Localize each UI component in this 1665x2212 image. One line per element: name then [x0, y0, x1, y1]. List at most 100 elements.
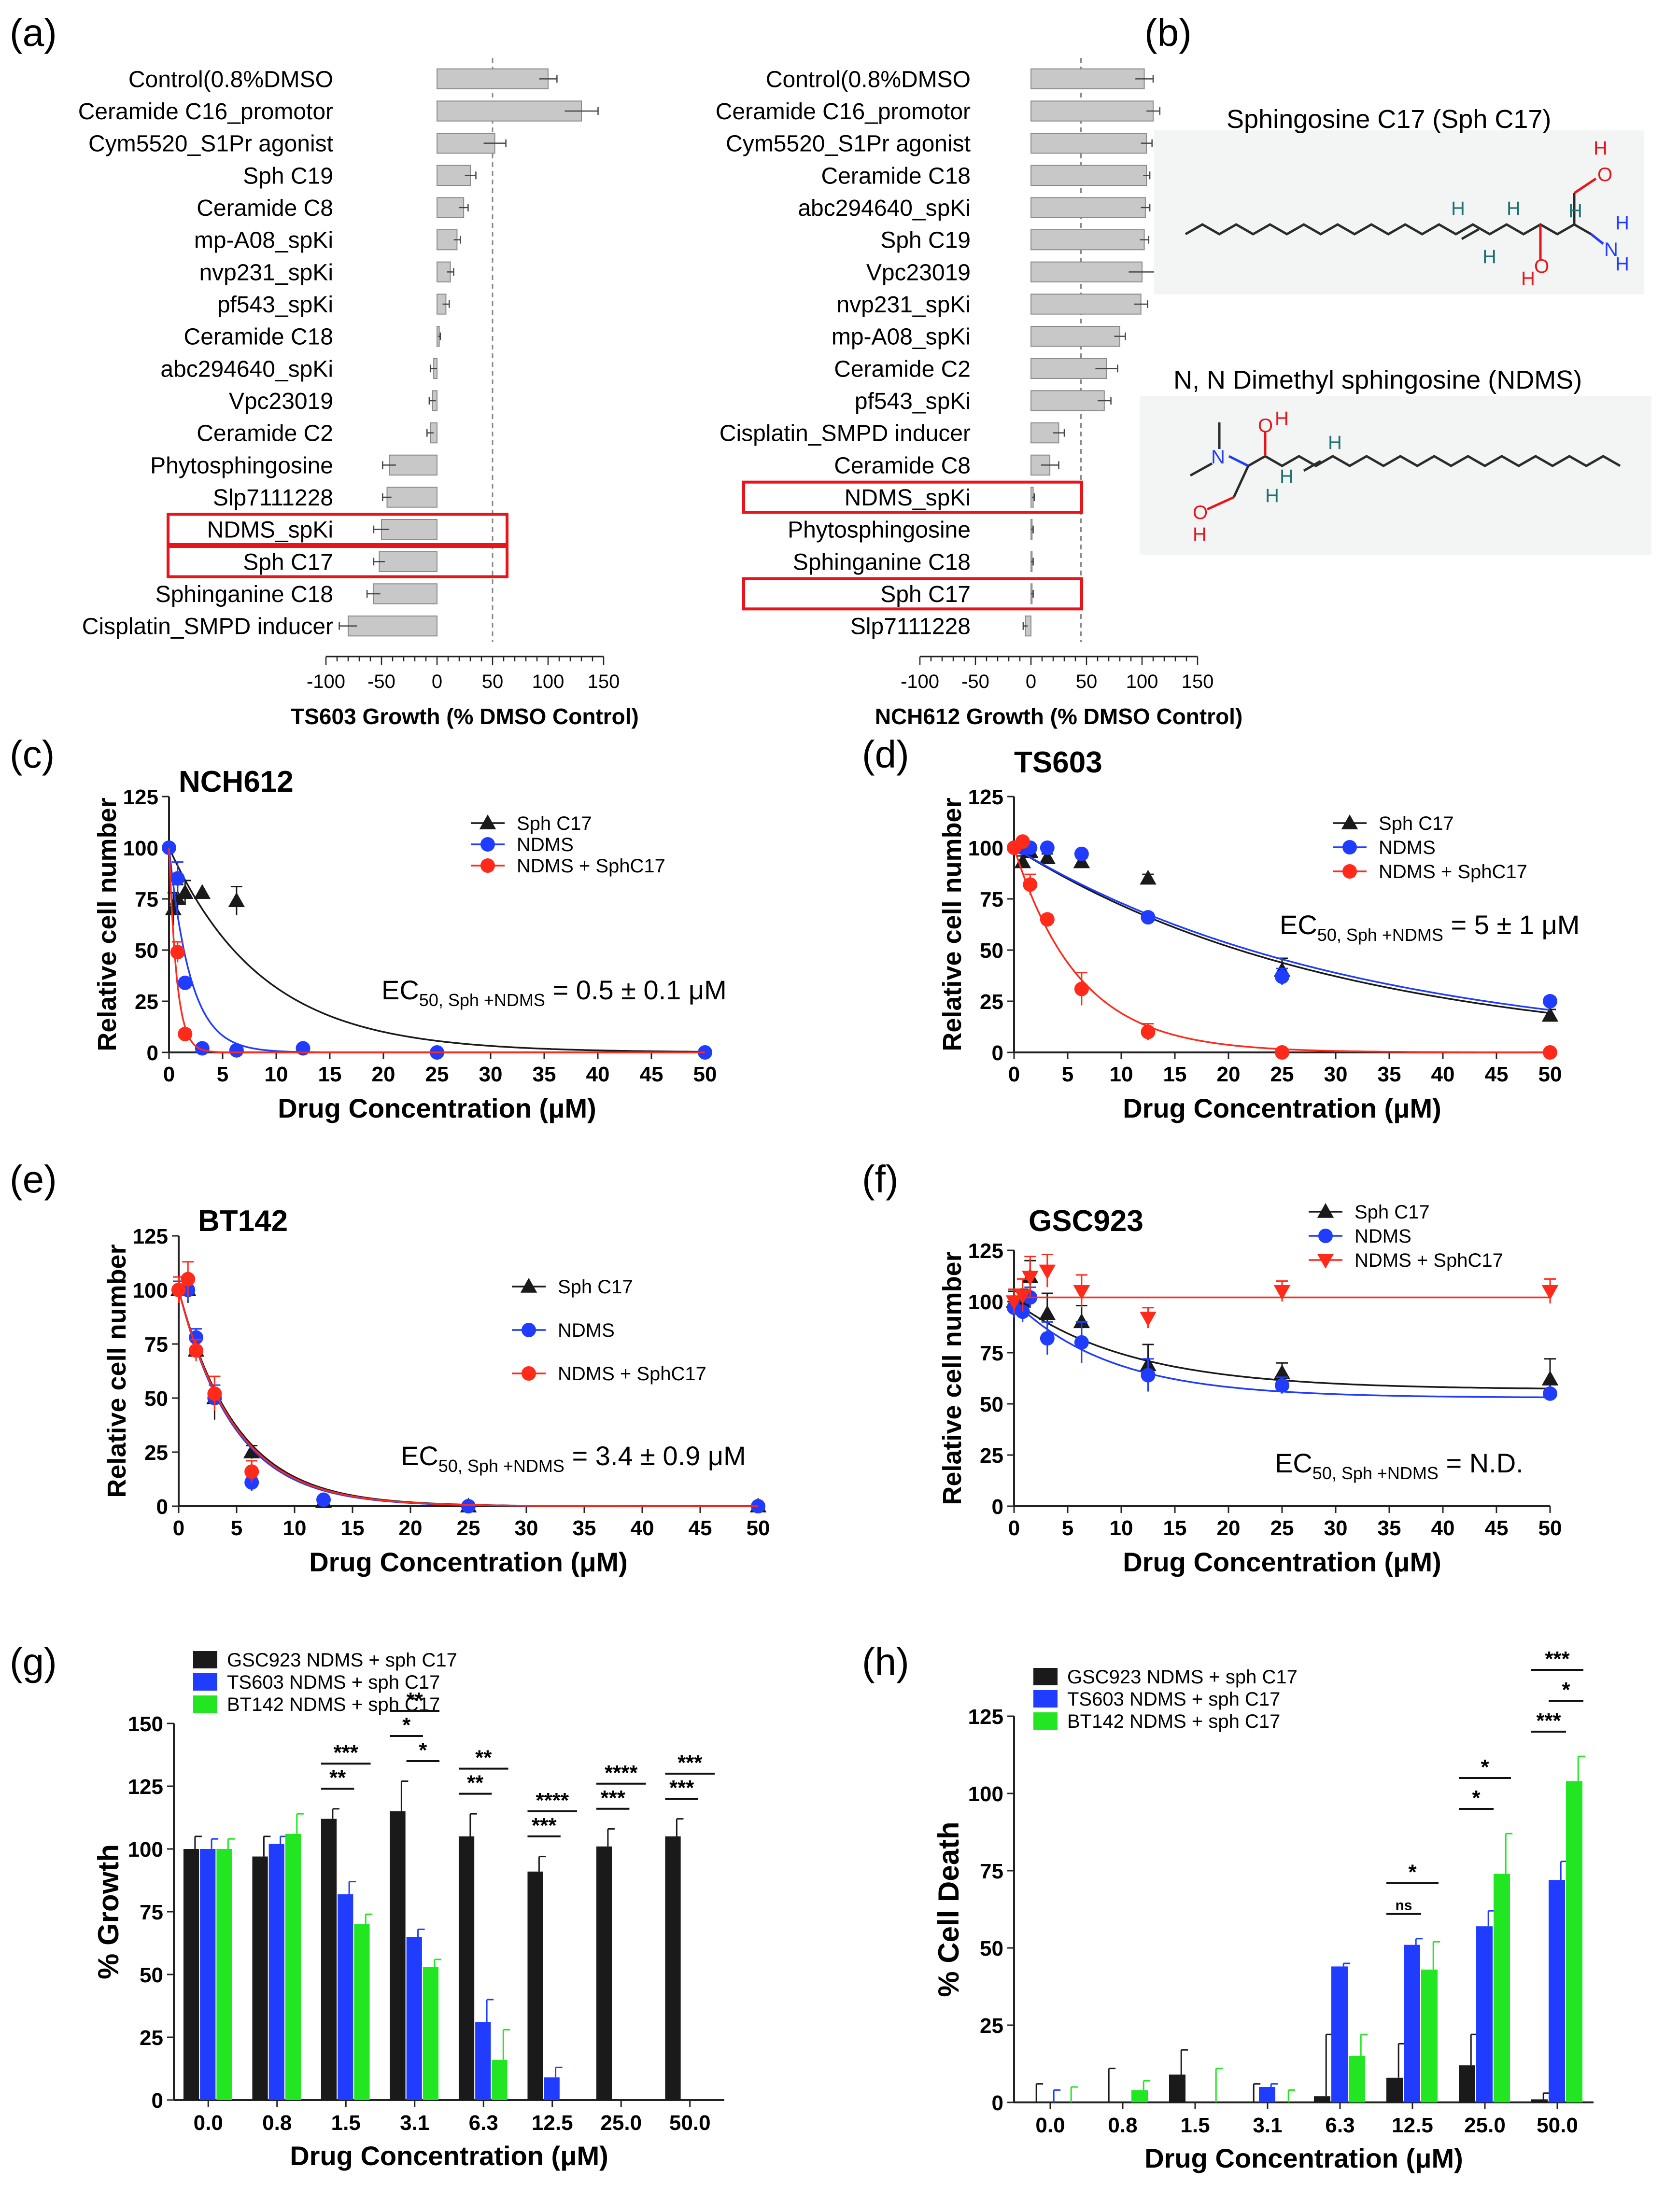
x-tick-label: -100 [307, 671, 345, 692]
ndms-o2: O [1193, 502, 1208, 523]
panel-label-b: (b) [1144, 11, 1192, 54]
x-tick-label: 20 [1217, 1063, 1241, 1086]
bar-2-7 [1566, 1781, 1582, 2102]
y-tick-label: 0 [152, 2089, 163, 2113]
panel-label-d: (d) [862, 733, 909, 776]
data-point-1-7 [1543, 994, 1557, 1008]
bar-1 [437, 100, 582, 122]
category-label-12: Phytosphingosine [150, 453, 333, 478]
x-tick-label: 50.0 [669, 2111, 711, 2135]
x-tick-label: 15 [1163, 1063, 1187, 1086]
legend-label-1: TS603 NDMS + sph C17 [227, 1672, 440, 1693]
legend-marker-0 [479, 814, 496, 829]
data-point-1-3 [1040, 840, 1055, 855]
x-tick-label: 30 [1324, 1516, 1348, 1540]
bar-1-5 [544, 2077, 560, 2100]
bar-2-5 [1421, 1969, 1438, 2102]
legend-marker-1 [1342, 840, 1357, 854]
x-tick-label: 25.0 [1464, 2114, 1506, 2137]
sph-c17-o1: O [1534, 256, 1549, 277]
x-tick-label: 15 [341, 1516, 365, 1540]
sph-c17-ch2o-bond [1573, 177, 1597, 195]
ndms-h3: H [1328, 432, 1342, 453]
x-tick-label: 40 [631, 1516, 654, 1540]
y-tick-label: 50 [144, 1387, 168, 1411]
x-tick-label: 30 [479, 1063, 503, 1086]
category-label-8: mp-A08_spKi [832, 324, 971, 350]
data-point-1-5 [316, 1492, 331, 1507]
sig-label-4-0: *** [600, 1786, 625, 1810]
x-tick-label: 20 [1217, 1516, 1241, 1540]
sig-label-4-1: **** [605, 1761, 638, 1785]
data-point-1-3 [1040, 1331, 1055, 1346]
y-tick-label: 25 [140, 2026, 163, 2050]
data-point-1-1 [170, 871, 185, 886]
x-tick-label: 0.0 [1035, 2114, 1065, 2137]
sig-label-1-1: * [402, 1713, 411, 1737]
legend-label-2: NDMS + SphC17 [558, 1363, 706, 1385]
data-point-0-4 [1073, 1313, 1090, 1329]
x-tick-label: 12.5 [1392, 2114, 1433, 2137]
sph-c17-h6: H [1615, 212, 1629, 234]
sig-label-5-1: *** [677, 1751, 703, 1775]
fit-curve-2 [168, 847, 705, 1053]
x-tick-label: 50.0 [1537, 2114, 1578, 2137]
x-tick-label: 50 [1076, 671, 1098, 692]
bar-0-7 [1531, 2099, 1548, 2102]
sig-label-2-1: ** [475, 1746, 492, 1770]
y-axis-title: % Growth [92, 1844, 125, 1979]
y-tick-label: 75 [140, 1901, 163, 1924]
x-tick-label: 0 [432, 671, 442, 692]
bar-2-4 [492, 2059, 508, 2100]
panel-label-f: (f) [862, 1158, 899, 1201]
ndms-o1: O [1258, 415, 1273, 436]
category-label-3: Sph C19 [243, 163, 333, 189]
y-tick-label: 25 [144, 1441, 168, 1465]
panel-label-g: (g) [10, 1640, 57, 1683]
data-point-1-5 [1141, 910, 1156, 925]
x-tick-label: 40 [1431, 1063, 1455, 1086]
data-point-1-4 [229, 1043, 244, 1058]
legend-label-2: NDMS + SphC17 [1355, 1250, 1503, 1271]
ndms-n: N [1211, 447, 1225, 468]
data-point-2-2 [189, 1343, 203, 1358]
bar-13 [386, 487, 437, 508]
sig-label-0-0: ns [1395, 1898, 1412, 1914]
sig-label-2-1: * [1562, 1678, 1570, 1702]
category-label-7: nvp231_spKi [836, 292, 971, 318]
data-point-0-0 [1014, 853, 1031, 868]
panel-label-h: (h) [862, 1640, 909, 1683]
y-tick-label: 100 [968, 1290, 1003, 1314]
bar-6 [1030, 261, 1143, 283]
bar-1-4 [475, 2022, 491, 2100]
y-axis-title: Relative cell number [938, 1251, 967, 1505]
legend-label-2: NDMS + SphC17 [517, 855, 665, 877]
x-tick-label: 30 [515, 1516, 538, 1540]
legend-swatch-1 [193, 1673, 217, 1691]
x-tick-label: -100 [901, 671, 939, 692]
data-point-0-2 [177, 884, 194, 899]
ec50-value: = 3.4 ± 0.9 μM [564, 1441, 746, 1471]
x-tick-label: 25 [1270, 1516, 1294, 1540]
ndms-h4: H [1265, 485, 1279, 506]
legend-label-0: Sph C17 [1379, 813, 1454, 834]
x-tick-label: 25 [457, 1516, 480, 1540]
x-axis-title: NCH612 Growth (% DMSO Control) [875, 704, 1243, 729]
bar-3 [1030, 165, 1147, 186]
legend-marker-2 [1317, 1254, 1334, 1269]
category-label-1: Ceramide C16_promotor [78, 99, 333, 125]
y-axis-title: Relative cell number [938, 798, 967, 1051]
data-point-2-1 [1015, 834, 1030, 849]
x-tick-label: 1.5 [1180, 2114, 1210, 2137]
y-tick-label: 125 [133, 1225, 168, 1248]
x-tick-label: 1.5 [331, 2111, 361, 2135]
legend-marker-2 [480, 858, 495, 873]
y-tick-label: 75 [980, 888, 1003, 911]
chart-title: TS603 [1014, 746, 1102, 779]
bar-4 [1030, 197, 1146, 218]
data-point-2-2 [1023, 877, 1038, 892]
fit-curve-0 [168, 847, 706, 1053]
ndms-h2: H [1280, 466, 1294, 487]
data-point-0-6 [1541, 1007, 1559, 1022]
legend-swatch-0 [193, 1651, 217, 1668]
